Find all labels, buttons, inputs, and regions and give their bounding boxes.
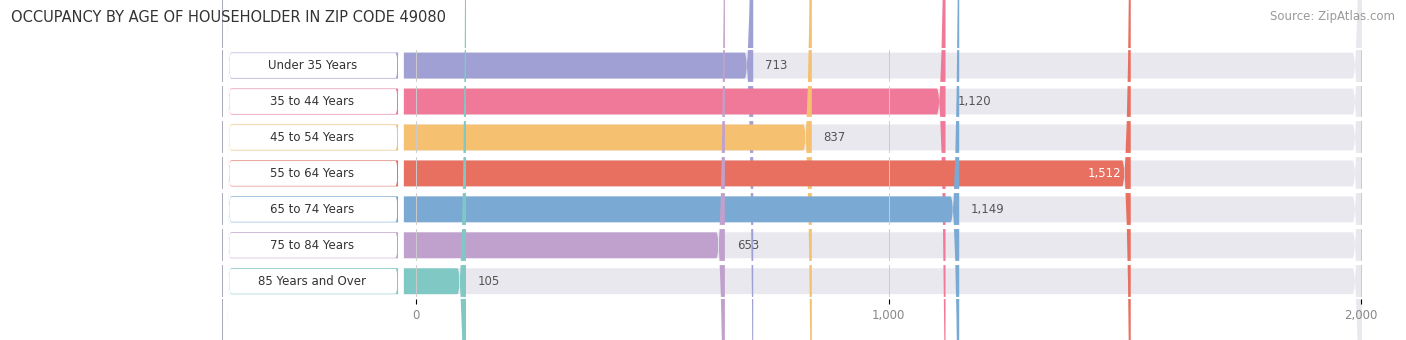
Text: 1,149: 1,149	[972, 203, 1005, 216]
FancyBboxPatch shape	[222, 0, 465, 340]
FancyBboxPatch shape	[224, 0, 404, 340]
FancyBboxPatch shape	[224, 0, 404, 340]
FancyBboxPatch shape	[224, 0, 404, 340]
Text: 35 to 44 Years: 35 to 44 Years	[270, 95, 354, 108]
FancyBboxPatch shape	[222, 0, 1361, 340]
Text: OCCUPANCY BY AGE OF HOUSEHOLDER IN ZIP CODE 49080: OCCUPANCY BY AGE OF HOUSEHOLDER IN ZIP C…	[11, 10, 446, 25]
FancyBboxPatch shape	[224, 0, 404, 340]
Text: 65 to 74 Years: 65 to 74 Years	[270, 203, 354, 216]
Text: 1,512: 1,512	[1088, 167, 1121, 180]
Text: 55 to 64 Years: 55 to 64 Years	[270, 167, 354, 180]
FancyBboxPatch shape	[222, 0, 1361, 340]
FancyBboxPatch shape	[224, 0, 404, 340]
Text: 45 to 54 Years: 45 to 54 Years	[270, 131, 354, 144]
Text: 837: 837	[824, 131, 846, 144]
FancyBboxPatch shape	[222, 0, 1361, 340]
FancyBboxPatch shape	[222, 0, 945, 340]
Text: Under 35 Years: Under 35 Years	[267, 59, 357, 72]
FancyBboxPatch shape	[224, 0, 404, 340]
FancyBboxPatch shape	[222, 0, 1361, 340]
FancyBboxPatch shape	[222, 0, 959, 340]
FancyBboxPatch shape	[222, 0, 811, 340]
Text: 713: 713	[765, 59, 787, 72]
Text: 653: 653	[737, 239, 759, 252]
FancyBboxPatch shape	[224, 0, 404, 340]
FancyBboxPatch shape	[222, 0, 725, 340]
Text: 1,120: 1,120	[957, 95, 991, 108]
FancyBboxPatch shape	[224, 0, 404, 340]
FancyBboxPatch shape	[222, 0, 1361, 340]
FancyBboxPatch shape	[224, 0, 404, 340]
FancyBboxPatch shape	[224, 0, 404, 340]
FancyBboxPatch shape	[222, 0, 1130, 340]
Text: 85 Years and Over: 85 Years and Over	[259, 275, 367, 288]
Text: 105: 105	[478, 275, 501, 288]
FancyBboxPatch shape	[224, 0, 404, 340]
FancyBboxPatch shape	[222, 0, 754, 340]
FancyBboxPatch shape	[224, 0, 404, 340]
FancyBboxPatch shape	[224, 0, 404, 340]
Text: Source: ZipAtlas.com: Source: ZipAtlas.com	[1270, 10, 1395, 23]
FancyBboxPatch shape	[222, 0, 1361, 340]
Text: 75 to 84 Years: 75 to 84 Years	[270, 239, 354, 252]
FancyBboxPatch shape	[222, 0, 1361, 340]
FancyBboxPatch shape	[224, 0, 404, 340]
